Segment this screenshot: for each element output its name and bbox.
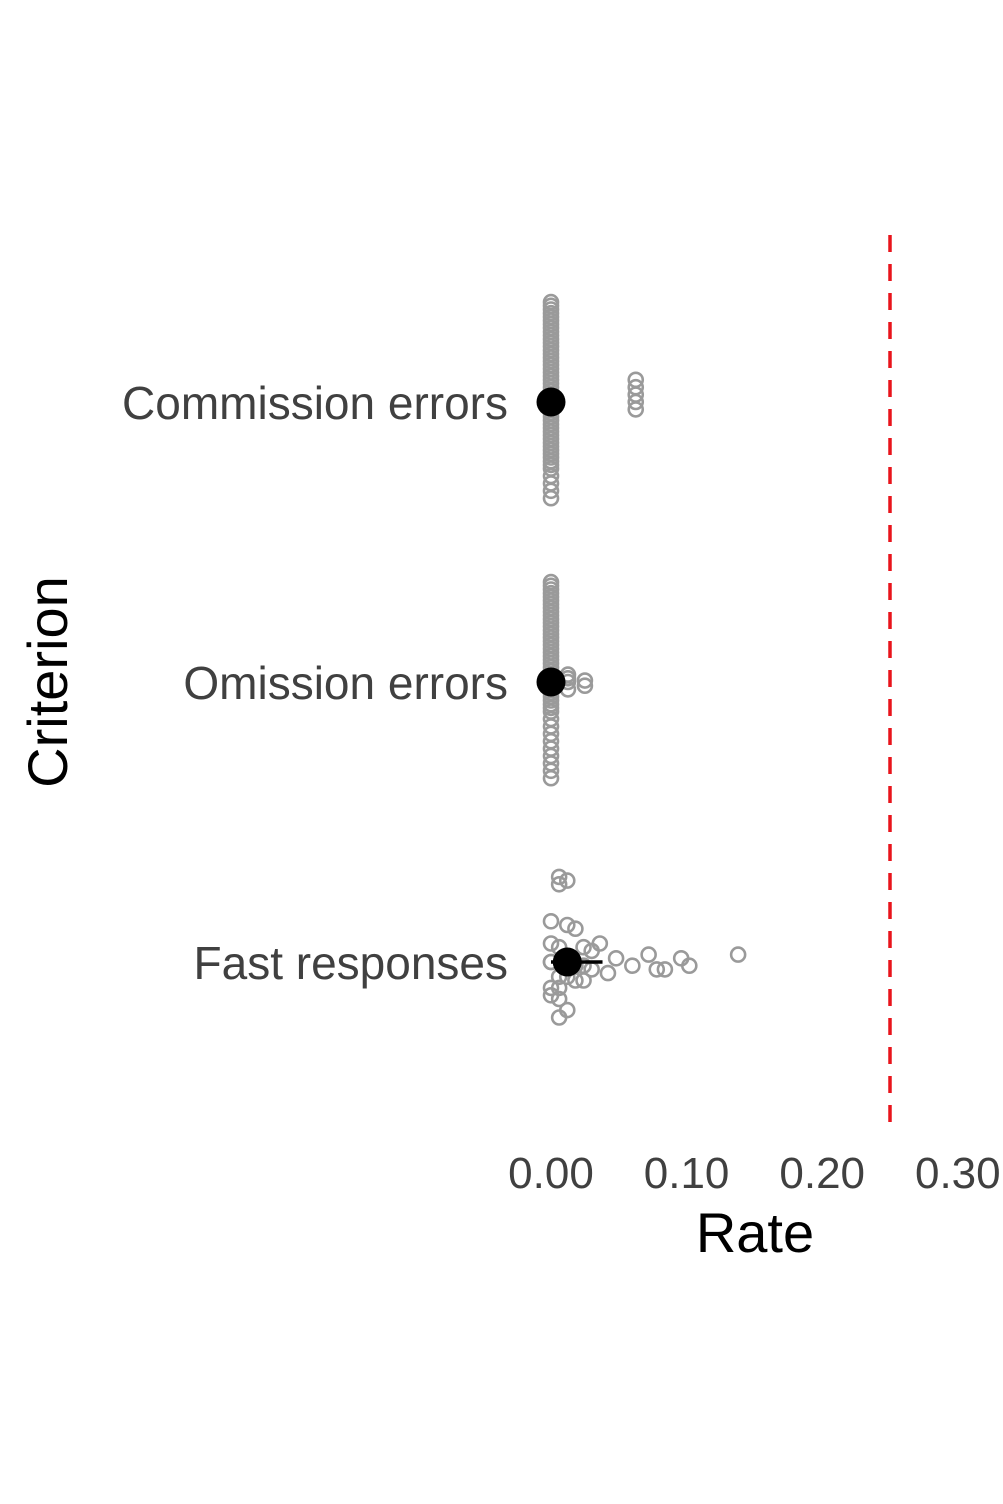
raw-point [729,946,747,963]
raw-point [550,990,568,1008]
mean-point [552,947,582,977]
raw-point [640,946,657,963]
x-axis-title: Rate [696,1201,814,1264]
raw-point [550,1009,568,1026]
raw-point [681,957,698,975]
raw-point [542,489,560,507]
raw-point [542,986,560,1004]
raw-point [542,456,560,474]
raw-point [542,935,560,952]
raw-point [558,916,576,934]
mean-point [536,667,566,697]
y-tick-labels: Commission errors Omission errors Fast res… [122,377,508,989]
raw-point [542,979,560,997]
raw-point [648,961,666,978]
raw-point [607,949,625,967]
raw-point [567,920,584,938]
category-label: Commission errors [122,377,508,429]
raw-point [558,872,576,889]
raw-point [624,957,641,975]
raw-point [576,672,594,689]
x-tick-labels: 0.00 0.10 0.20 0.30 [508,1149,1000,1198]
mean-point [536,387,566,417]
raw-point [575,972,592,989]
raw-point [627,393,645,411]
x-tick-label: 0.00 [508,1149,594,1198]
raw-point [656,961,674,978]
raw-point [542,762,560,780]
x-tick-label: 0.30 [915,1149,1001,1198]
raw-point [550,868,568,886]
raw-point [542,482,560,500]
raw-point [583,942,600,960]
raw-point [542,699,560,717]
raw-points-layer [542,293,747,1026]
raw-point [576,677,594,695]
summary-layer [536,387,603,977]
raw-point [599,964,617,982]
raw-point [627,401,645,418]
raw-point [542,449,560,466]
raw-point [542,912,560,930]
x-tick-label: 0.10 [644,1149,730,1198]
y-axis-title: Criterion [16,576,79,788]
category-label: Omission errors [183,657,508,709]
category-label: Fast responses [194,937,508,989]
raw-point [550,875,568,893]
raw-point [575,938,592,956]
x-tick-label: 0.20 [779,1149,865,1198]
raw-point [542,769,560,787]
